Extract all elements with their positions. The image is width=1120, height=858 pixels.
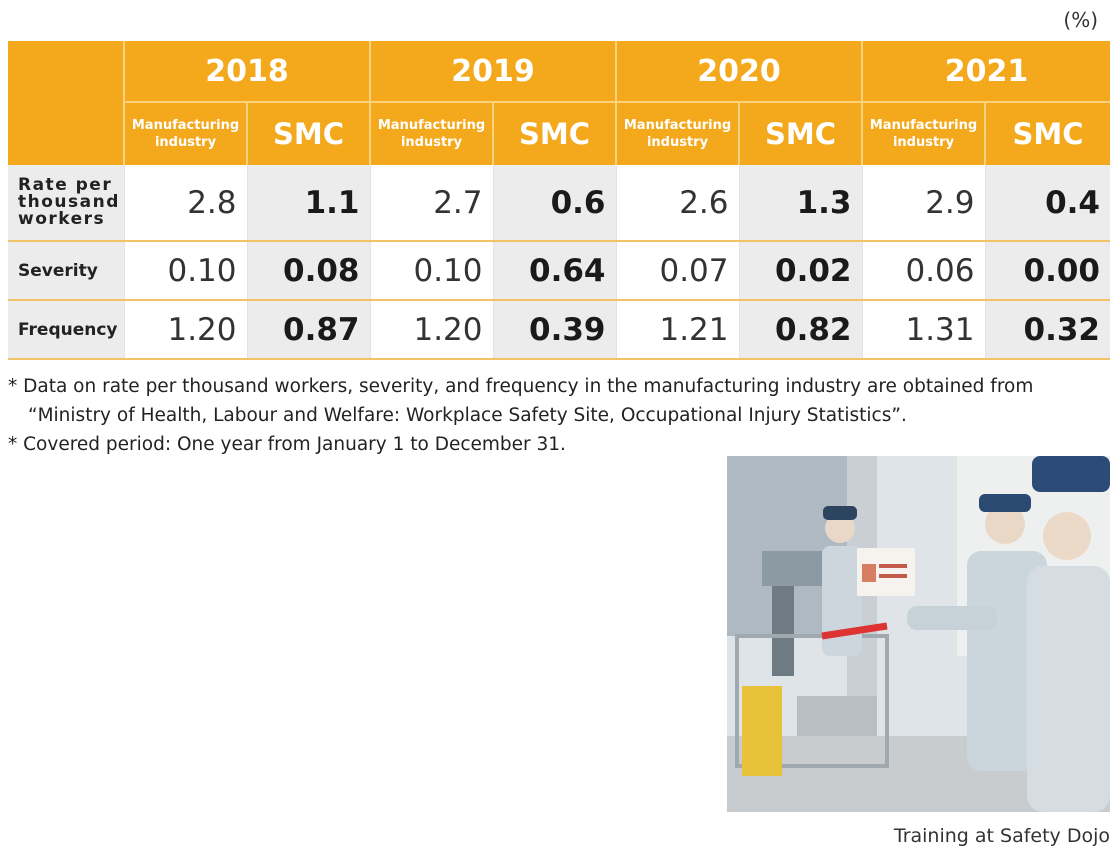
training-photo [727,456,1110,812]
smc-value: 0.64 [492,241,616,301]
manufacturing-value: 2.6 [615,165,739,242]
subheader-row: Manufacturing industry SMC Manufacturing… [8,102,1110,165]
subheader-smc: SMC [984,102,1110,165]
smc-value: 1.3 [738,165,862,242]
subheader-manufacturing: Manufacturing industry [861,102,985,165]
year-header-row: 2018 2019 2020 2021 [8,41,1110,165]
subheader-smc: SMC [738,102,862,165]
smc-value: 0.08 [246,241,370,301]
row-label: Severity [8,241,124,301]
table-row: Severity 0.10 0.08 0.10 0.64 0.07 0.02 0… [8,241,1110,301]
subheader-smc: SMC [492,102,616,165]
smc-value: 0.4 [984,165,1110,242]
manufacturing-value: 0.06 [861,241,985,301]
smc-value: 0.82 [738,300,862,360]
manufacturing-value: 0.07 [615,241,739,301]
table-row: Frequency 1.20 0.87 1.20 0.39 1.21 0.82 … [8,300,1110,360]
footnotes: * Data on rate per thousand workers, sev… [8,372,1112,459]
manufacturing-value: 2.8 [123,165,247,242]
row-label: Frequency [8,300,124,360]
subheader-manufacturing: Manufacturing industry [369,102,493,165]
subheader-manufacturing: Manufacturing industry [615,102,739,165]
manufacturing-value: 2.9 [861,165,985,242]
photo-caption: Training at Safety Dojo [893,825,1110,847]
corner-cell [8,41,124,165]
manufacturing-value: 0.10 [123,241,247,301]
smc-value: 0.87 [246,300,370,360]
manufacturing-value: 1.31 [861,300,985,360]
smc-value: 0.00 [984,241,1110,301]
row-label: Rate per thousand workers [8,165,124,242]
year-header: 2018 [123,41,370,103]
manufacturing-value: 0.10 [369,241,493,301]
unit-label: (%) [1063,8,1098,32]
subheader-manufacturing: Manufacturing industry [123,102,247,165]
smc-value: 0.39 [492,300,616,360]
manufacturing-value: 2.7 [369,165,493,242]
footnote-data-source: * Data on rate per thousand workers, sev… [8,376,1034,397]
table-row: Rate per thousand workers 2.8 1.1 2.7 0.… [8,165,1110,242]
subheader-smc: SMC [246,102,370,165]
smc-value: 0.32 [984,300,1110,360]
footnote-covered-period: * Covered period: One year from January … [8,434,566,455]
manufacturing-value: 1.20 [123,300,247,360]
smc-value: 1.1 [246,165,370,242]
manufacturing-value: 1.20 [369,300,493,360]
manufacturing-value: 1.21 [615,300,739,360]
year-header: 2019 [369,41,616,103]
injury-statistics-table: 2018 2019 2020 2021 Manufacturing indust… [8,41,1110,360]
smc-value: 0.02 [738,241,862,301]
smc-value: 0.6 [492,165,616,242]
year-header: 2021 [861,41,1110,103]
year-header: 2020 [615,41,862,103]
footnote-data-source-continued: “Ministry of Health, Labour and Welfare:… [28,405,907,426]
